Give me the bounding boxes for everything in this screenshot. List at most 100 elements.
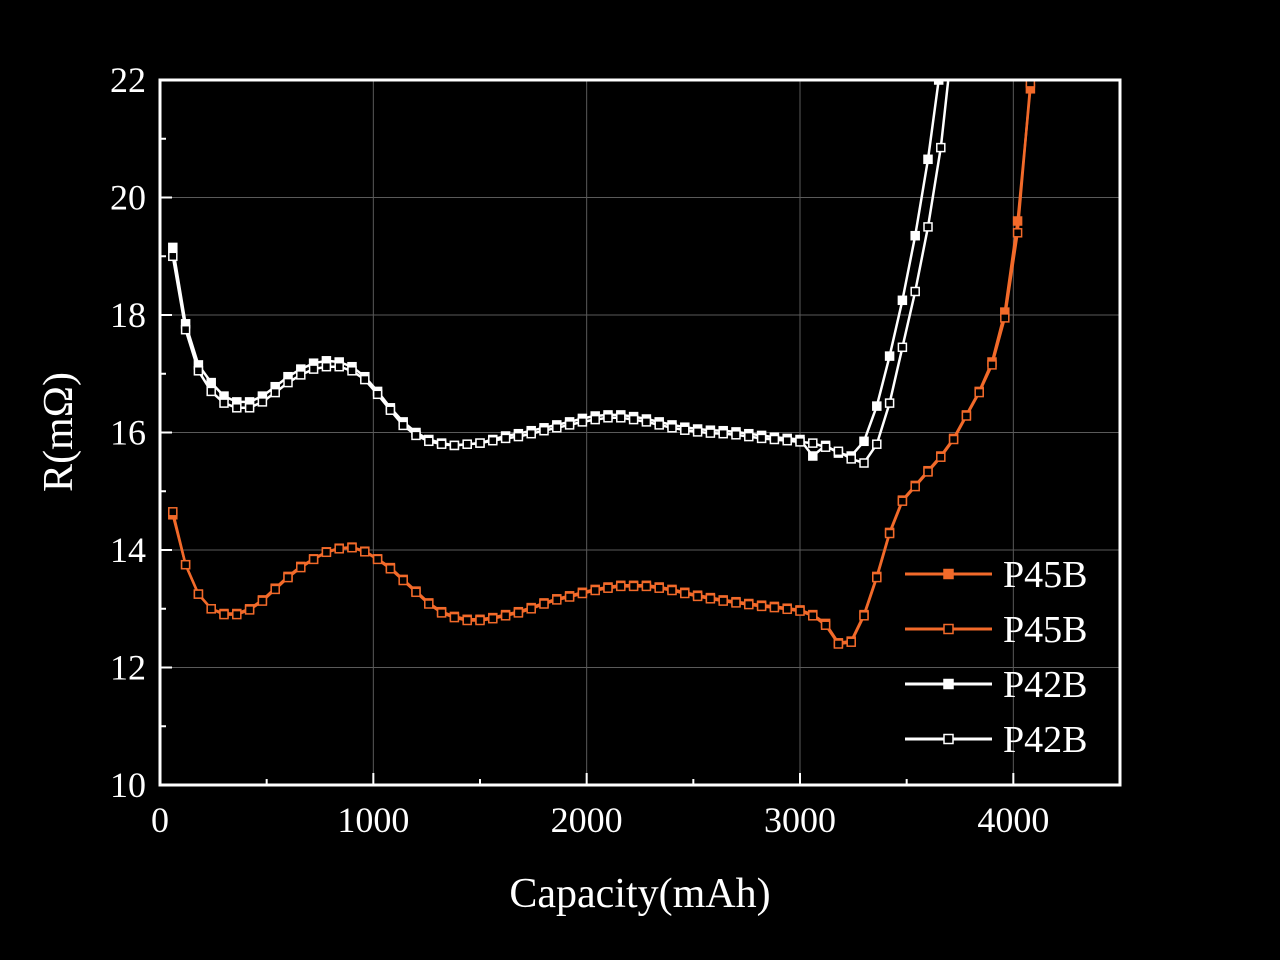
data-point xyxy=(488,613,498,624)
legend-label: P42B xyxy=(1003,664,1087,706)
data-point xyxy=(526,604,536,614)
data-point xyxy=(718,428,728,439)
data-point xyxy=(372,554,383,565)
data-point xyxy=(833,639,844,649)
data-point xyxy=(782,604,792,615)
legend-marker xyxy=(943,568,954,580)
data-point xyxy=(180,324,191,335)
data-point xyxy=(1000,313,1010,323)
data-point xyxy=(974,387,984,398)
data-point xyxy=(769,602,780,613)
data-point xyxy=(321,361,332,372)
data-point xyxy=(897,496,908,506)
data-point xyxy=(449,612,460,623)
data-point xyxy=(808,611,818,621)
data-point xyxy=(820,620,831,630)
series-p45b-open xyxy=(168,80,1036,649)
data-point xyxy=(833,446,844,457)
data-point xyxy=(244,403,255,413)
data-point xyxy=(347,366,357,376)
data-point xyxy=(872,439,882,449)
data-point xyxy=(257,596,268,606)
data-point xyxy=(846,454,856,464)
y-tick-label: 10 xyxy=(110,765,146,805)
data-point xyxy=(232,403,242,413)
data-point xyxy=(756,433,767,444)
data-point xyxy=(270,387,280,398)
data-point xyxy=(897,295,908,306)
data-point xyxy=(360,374,370,385)
data-point xyxy=(334,361,344,372)
data-point xyxy=(859,458,869,468)
data-point xyxy=(859,436,869,447)
data-point xyxy=(897,342,908,353)
data-point xyxy=(705,428,716,438)
data-point xyxy=(603,583,613,593)
data-point xyxy=(756,601,767,612)
data-point xyxy=(884,351,895,361)
data-point xyxy=(641,581,652,592)
data-point xyxy=(398,575,408,586)
y-tick-label: 12 xyxy=(110,648,146,688)
legend-item: P42B xyxy=(905,664,1087,706)
data-point xyxy=(680,588,690,599)
data-point xyxy=(385,405,396,415)
data-point xyxy=(308,554,319,565)
x-tick-label: 4000 xyxy=(977,800,1049,840)
data-point xyxy=(385,564,396,574)
data-point xyxy=(539,425,549,436)
data-point xyxy=(590,414,600,425)
data-point xyxy=(820,442,831,452)
data-point xyxy=(219,609,229,620)
data-point xyxy=(436,608,447,618)
data-point xyxy=(1012,228,1023,238)
data-point xyxy=(705,594,716,604)
y-tick-label: 14 xyxy=(110,530,146,570)
data-point xyxy=(577,417,588,427)
y-tick-label: 18 xyxy=(110,295,146,335)
data-point xyxy=(884,398,895,408)
legend-label: P45B xyxy=(1003,609,1087,651)
data-point xyxy=(577,588,588,599)
legend: P45B P45B P42B P42B xyxy=(905,554,1087,761)
data-point xyxy=(424,599,434,609)
y-axis-title: R(mΩ) xyxy=(36,372,82,492)
data-point xyxy=(180,559,191,570)
data-point xyxy=(846,637,856,647)
data-point xyxy=(948,434,959,445)
data-point xyxy=(334,544,344,554)
series-p42b-open xyxy=(168,80,950,468)
data-point xyxy=(782,435,792,446)
data-point xyxy=(923,222,933,232)
data-point xyxy=(308,364,319,374)
data-point xyxy=(872,572,882,583)
data-point xyxy=(552,595,562,605)
data-point xyxy=(168,251,178,262)
data-point xyxy=(539,599,549,609)
legend-item: P45B xyxy=(905,609,1087,651)
data-point xyxy=(680,425,690,435)
data-point xyxy=(168,507,178,517)
legend-item: P42B xyxy=(905,719,1087,761)
data-point xyxy=(283,377,293,388)
data-point xyxy=(257,397,268,407)
data-point xyxy=(987,360,997,370)
data-point xyxy=(872,401,882,411)
x-axis-title: Capacity(mAh) xyxy=(509,871,770,917)
series-layer xyxy=(168,80,1036,649)
data-point xyxy=(628,581,639,592)
data-point xyxy=(283,572,293,583)
data-point xyxy=(321,547,332,558)
data-point xyxy=(475,438,485,448)
data-point xyxy=(206,604,216,614)
data-point xyxy=(692,591,703,602)
x-tick-label: 3000 xyxy=(764,800,836,840)
data-point xyxy=(1025,80,1036,88)
x-tick-label: 1000 xyxy=(337,800,409,840)
data-point xyxy=(296,370,306,380)
data-point xyxy=(692,427,703,437)
data-point xyxy=(769,434,780,445)
data-point xyxy=(936,142,946,153)
data-point xyxy=(884,528,895,539)
